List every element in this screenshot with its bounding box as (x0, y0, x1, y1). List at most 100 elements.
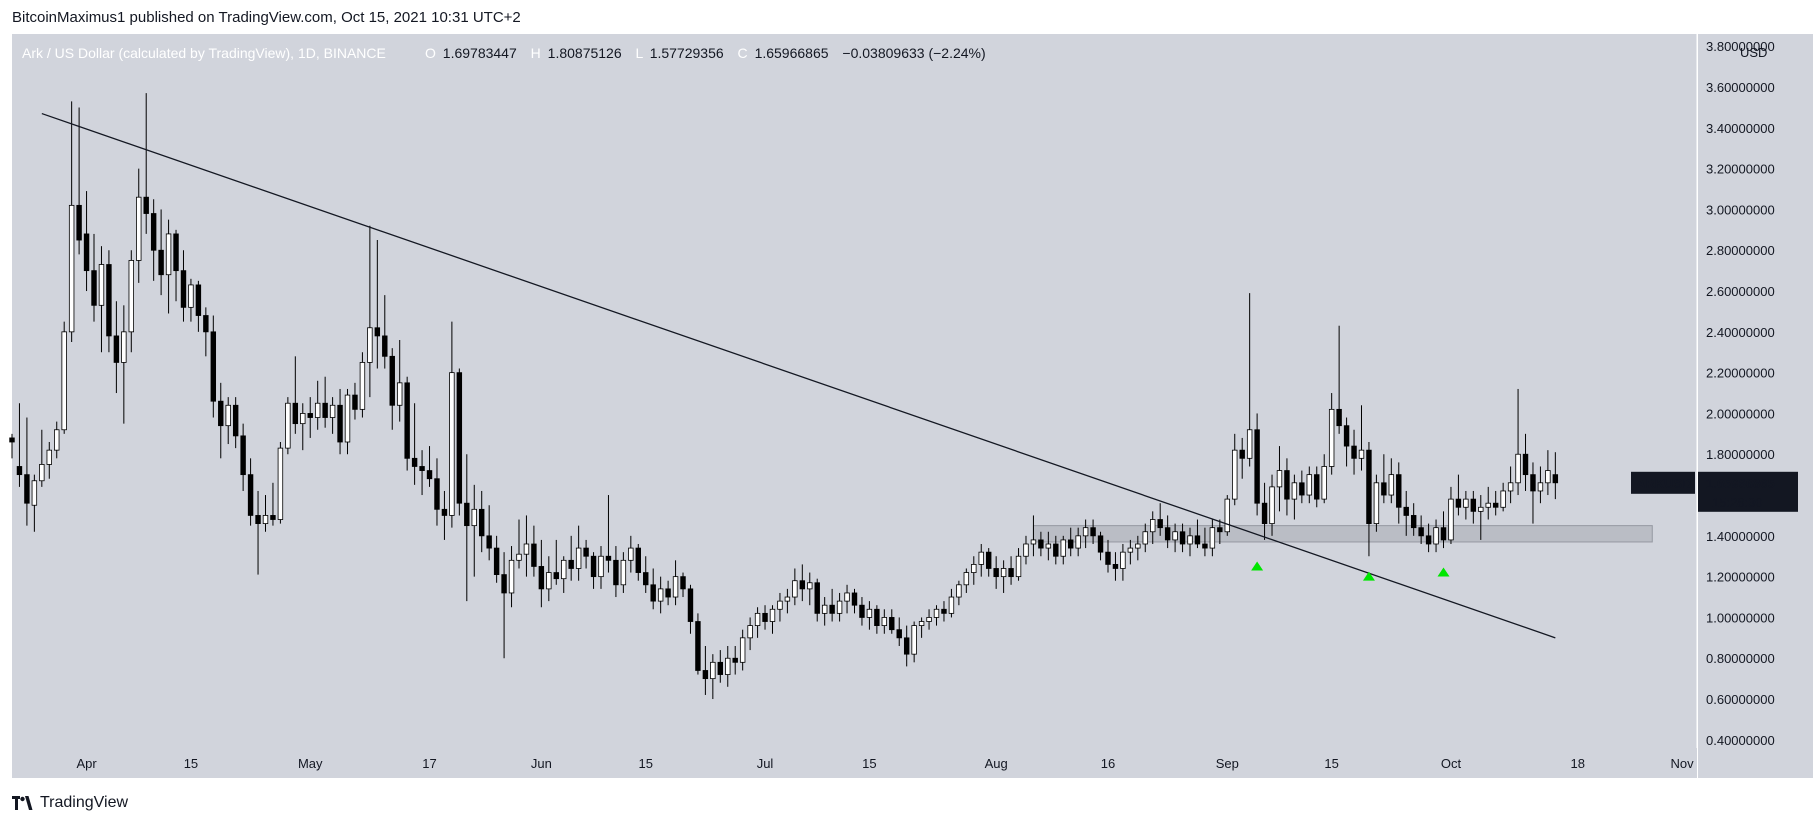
time-tick-label: 15 (184, 756, 198, 771)
legend-open-value: 1.69783447 (443, 45, 517, 61)
candle-body (769, 608, 776, 622)
candle (285, 397, 291, 455)
symbol-legend: Ark / US Dollar (calculated by TradingVi… (22, 45, 986, 61)
candle (210, 315, 217, 418)
price-tick-label: 2.20000000 (1706, 366, 1775, 381)
candle-body (9, 437, 15, 443)
candle-body (1090, 527, 1096, 537)
footer-brand-name: TradingView (40, 794, 129, 811)
price-tick-label: 3.80000000 (1706, 39, 1775, 54)
candle-body (501, 574, 507, 594)
candle (1552, 452, 1559, 500)
candle-body (657, 588, 664, 602)
candle (1045, 531, 1052, 561)
candle-body (1150, 519, 1156, 533)
candle-body (404, 382, 410, 459)
candle-body (1142, 531, 1148, 545)
candle-body (91, 270, 97, 306)
candle (314, 380, 321, 430)
candle-body (1433, 527, 1439, 545)
candle (91, 233, 97, 322)
candle (225, 397, 231, 445)
candle-body (46, 449, 52, 465)
candle-body (650, 584, 656, 602)
candle-body (1358, 449, 1365, 459)
candle (292, 356, 299, 434)
candle-body (1522, 453, 1529, 476)
candle-body (1112, 564, 1119, 569)
candle-body (903, 637, 910, 655)
candle (419, 450, 425, 496)
candle (46, 442, 52, 479)
candle-body (277, 447, 284, 520)
candle (635, 544, 641, 581)
candle-body (561, 559, 567, 580)
candle-body (1276, 470, 1283, 488)
candle-body (1202, 543, 1208, 549)
candle-body (613, 559, 619, 586)
candle-body (1172, 531, 1178, 541)
candle-body (389, 355, 395, 406)
candle (16, 403, 23, 487)
candle (1478, 495, 1484, 540)
candle (1388, 458, 1395, 504)
candle (911, 621, 917, 663)
plot-area[interactable] (12, 34, 1697, 778)
support-bounce-marker (1437, 567, 1450, 577)
candle (650, 568, 656, 610)
time-axis[interactable] (12, 748, 1697, 778)
candle-body (1164, 527, 1171, 541)
candle-body (382, 335, 388, 357)
candle-body (859, 604, 865, 618)
footer-brand: TradingView (12, 794, 128, 812)
candle-body (918, 621, 925, 627)
candle-body (1507, 482, 1514, 492)
candle-body (479, 508, 485, 537)
candle-body (210, 331, 217, 402)
time-tick-label: Aug (985, 756, 1008, 771)
candle-body (605, 555, 612, 561)
candle (1276, 446, 1283, 512)
candle (680, 572, 686, 598)
candle (531, 525, 537, 577)
candle (1351, 429, 1357, 475)
candle-body (1157, 519, 1163, 529)
candle-body (150, 213, 157, 251)
price-tick-label: 3.00000000 (1706, 202, 1775, 217)
candle-body (471, 508, 477, 527)
candle-body (1515, 453, 1521, 484)
candle-body (31, 480, 38, 506)
candle-body (449, 372, 455, 516)
candle-body (173, 233, 179, 272)
candle (866, 601, 873, 630)
price-axis[interactable] (1698, 34, 1813, 778)
tradingview-logo-icon (12, 796, 33, 810)
time-tick-label: 18 (1570, 756, 1584, 771)
candle (762, 605, 768, 630)
candle (203, 307, 209, 357)
candle (516, 519, 522, 569)
candle-body (508, 559, 515, 594)
candle-body (978, 551, 984, 565)
candle-body (956, 584, 962, 598)
price-tick-label: 2.00000000 (1706, 406, 1775, 421)
candle (479, 490, 485, 553)
candle (710, 654, 716, 700)
candle (1157, 503, 1163, 536)
candle-body (844, 592, 850, 602)
candle-body (881, 617, 888, 627)
candle-body (1470, 498, 1477, 512)
candle (1455, 474, 1462, 516)
candle-body (546, 572, 552, 590)
candle (889, 609, 895, 634)
candle-body (232, 404, 239, 437)
candle-body (911, 625, 917, 655)
candle-body (1321, 466, 1327, 500)
candle (538, 539, 545, 608)
candle (9, 433, 15, 459)
candle-body (538, 566, 545, 590)
candle (859, 597, 865, 626)
candle (464, 454, 470, 602)
candle-body (419, 466, 425, 471)
